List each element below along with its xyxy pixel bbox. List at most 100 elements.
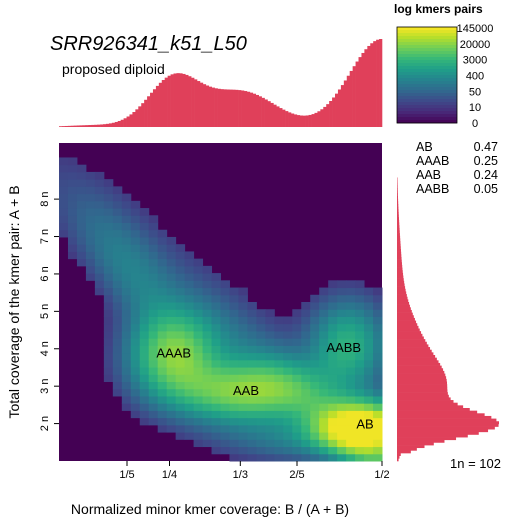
heatmap-cell (292, 323, 302, 332)
heatmap-cell (184, 374, 195, 382)
heatmap-cell (256, 395, 266, 404)
heatmap-cell (238, 338, 248, 346)
heatmap-cell (310, 330, 320, 339)
heatmap-cell (346, 388, 356, 397)
heatmap-cell (148, 302, 159, 310)
heatmap-cell (112, 265, 123, 274)
heatmap-cell (148, 287, 159, 296)
heatmap-cell (148, 352, 159, 361)
heatmap-cell (337, 294, 347, 303)
heatmap-cell (130, 287, 141, 296)
top-histogram-bar (105, 123, 110, 127)
heatmap-cell (166, 410, 177, 419)
heatmap-cell (265, 417, 275, 426)
heatmap-cell (193, 330, 204, 339)
heatmap-cell (256, 316, 266, 325)
heatmap-cell (85, 251, 96, 260)
right-histogram-bar (397, 368, 444, 372)
genotype-label: AAAB (416, 154, 449, 168)
heatmap-cell (67, 244, 78, 252)
heatmap-cell (121, 352, 132, 361)
top-histogram-bar (302, 115, 306, 127)
right-histogram-bar (397, 235, 401, 239)
heatmap-cell (364, 323, 374, 332)
heatmap-cell (265, 374, 275, 382)
heatmap-cell (166, 273, 177, 281)
top-histogram-bar (123, 118, 127, 127)
heatmap-cell (211, 410, 221, 419)
heatmap-cell (337, 388, 347, 397)
heatmap-cell (373, 432, 383, 440)
heatmap-cell (373, 453, 383, 462)
heatmap-cell (220, 330, 230, 339)
heatmap-cell (247, 410, 257, 419)
heatmap-cell (112, 359, 123, 368)
right-histogram-bar (397, 453, 401, 456)
heatmap-cell (319, 302, 329, 310)
heatmap-cell (283, 417, 293, 426)
heatmap-cell (346, 280, 356, 289)
heatmap-cell (202, 432, 213, 440)
heatmap-cell (175, 417, 186, 426)
heatmap-cell (220, 302, 230, 310)
heatmap-cell (292, 352, 302, 361)
heatmap-cell (112, 381, 123, 390)
heatmap-cell (130, 309, 141, 317)
heatmap-cell (76, 208, 87, 216)
top-histogram-bar (97, 124, 101, 127)
heatmap-cell (121, 323, 132, 332)
heatmap-cell (76, 200, 87, 209)
heatmap-cell (364, 294, 374, 303)
right-histogram-bar (397, 384, 448, 388)
legend-color-segment (397, 42, 457, 46)
heatmap-cell (85, 193, 96, 202)
heatmap-cell (112, 352, 123, 361)
heatmap-cell (112, 258, 123, 267)
heatmap-cell (238, 395, 248, 404)
heatmap-cell (301, 316, 311, 325)
heatmap-cells (59, 157, 383, 462)
heatmap-cell (301, 302, 311, 310)
heatmap-cell (256, 352, 266, 361)
top-histogram-bar (255, 94, 259, 127)
right-histogram-bar (397, 362, 441, 366)
heatmap-cell (112, 388, 123, 397)
heatmap-cell (328, 395, 338, 404)
heatmap-cell (112, 309, 123, 317)
heatmap-cell (211, 273, 221, 281)
heatmap-cell (328, 424, 338, 433)
heatmap-cell (247, 316, 257, 325)
heatmap-cell (121, 388, 132, 397)
heatmap-cell (157, 381, 168, 390)
heatmap-cell (301, 439, 311, 448)
heatmap-cell (148, 367, 159, 375)
top-histogram-bar (223, 89, 227, 127)
heatmap-cell (67, 164, 78, 173)
heatmap-cell (301, 309, 311, 317)
top-histogram-bar (376, 39, 380, 127)
heatmap-cell (103, 222, 114, 231)
heatmap-cell (193, 395, 204, 404)
heatmap-cell (59, 215, 69, 223)
legend-color-segment (397, 66, 457, 70)
right-histogram (397, 177, 499, 462)
heatmap-cell (328, 287, 338, 296)
heatmap-cell (247, 323, 257, 332)
heatmap-cell (94, 251, 105, 260)
top-histogram-bar (329, 100, 333, 127)
heatmap-cell (184, 403, 195, 411)
heatmap-cell (166, 424, 177, 433)
heatmap-cell (193, 258, 204, 267)
heatmap-cell (328, 453, 338, 462)
right-histogram-bar (397, 304, 410, 308)
heatmap-cell (193, 280, 204, 289)
right-histogram-bar (397, 209, 399, 213)
top-histogram-bar (129, 114, 133, 127)
heatmap-cell (76, 215, 87, 223)
top-histogram-bar (273, 104, 277, 127)
heatmap-cell (364, 359, 374, 368)
heatmap-cell (292, 417, 302, 426)
heatmap-cell (121, 251, 132, 260)
heatmap-cell (193, 294, 204, 303)
heatmap-cell (139, 251, 150, 260)
